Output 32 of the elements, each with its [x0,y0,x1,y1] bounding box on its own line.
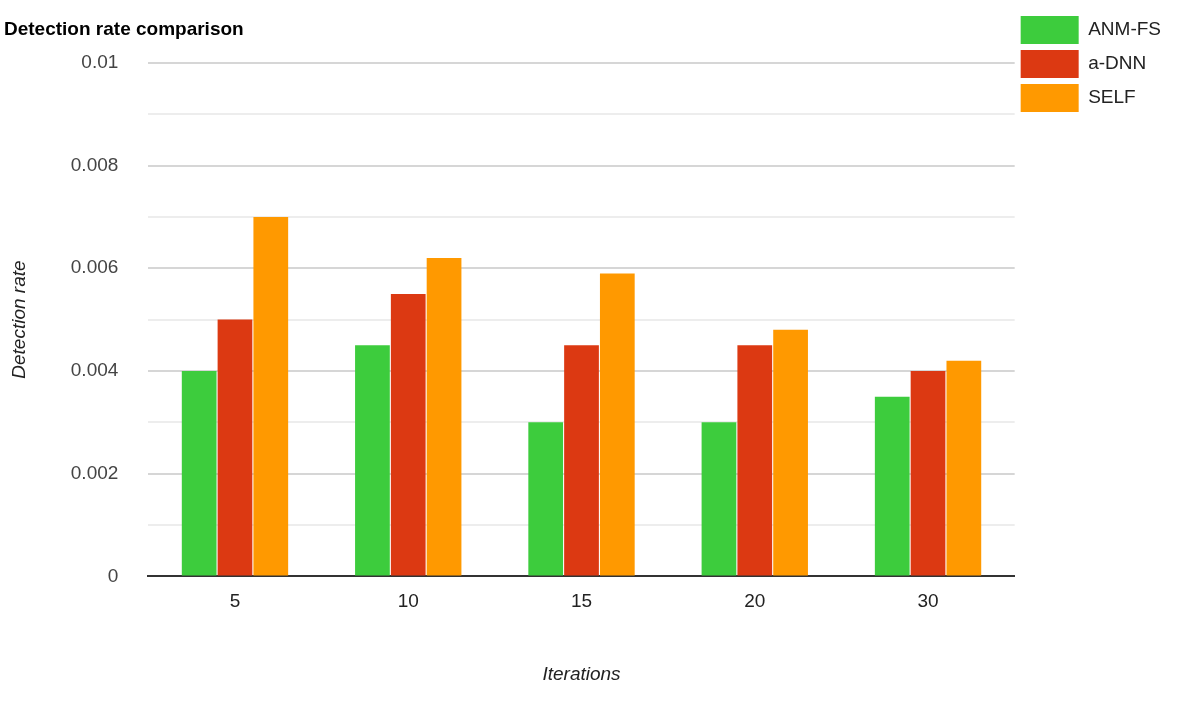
x-tick-label: 10 [397,590,419,612]
y-tick-label: 0.01 [81,51,119,73]
bar [599,273,635,576]
legend-label: ANM-FS [1088,18,1161,40]
y-tick-label: 0.004 [70,359,119,381]
bar [355,345,390,576]
chart-title: Detection rate comparison [4,17,244,39]
x-tick-label: 30 [917,590,939,612]
bar [737,345,773,576]
bar [217,319,253,576]
bar [910,370,946,576]
y-tick-label: 0.006 [70,256,119,278]
legend-label: a-DNN [1088,52,1147,74]
legend-label: SELF [1088,86,1136,108]
y-tick-label: 0.008 [70,153,119,175]
x-axis-title: Iterations [542,662,622,684]
bar [773,329,808,576]
y-tick-label: 0 [107,564,119,586]
bar [701,422,737,576]
bar [426,257,462,576]
text: 0.002 [70,461,119,483]
x-tick-label: 20 [744,590,766,612]
bar [253,216,289,576]
x-tick-label: 15 [570,590,593,612]
bar [390,293,426,576]
bar [564,345,599,576]
y-axis-title: Detection rate [7,260,29,379]
x-tick-label: 5 [229,590,241,612]
bar [528,422,564,576]
bar [181,370,217,576]
bar [946,360,982,576]
bar [874,396,910,576]
